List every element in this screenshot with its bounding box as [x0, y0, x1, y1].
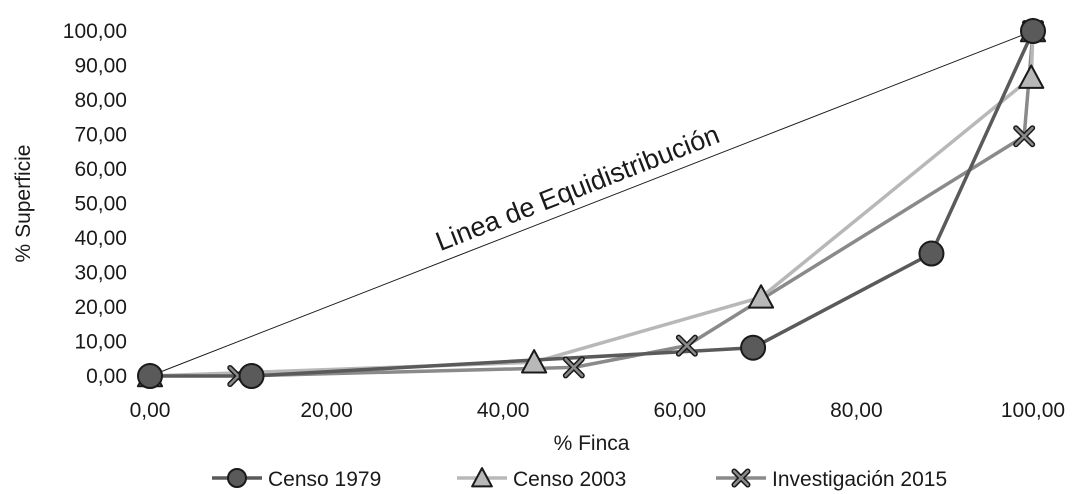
- x-tick-label: 100,00: [1001, 399, 1065, 422]
- series-markers: [137, 18, 1046, 389]
- data-point: [918, 240, 945, 267]
- y-tick-label: 0,00: [86, 365, 127, 388]
- legend-marker: [471, 467, 493, 488]
- x-axis-ticks: 0,00 20,00 40,00 60,00 80,00 100,00: [130, 399, 1066, 422]
- legend-label: Censo 1979: [268, 468, 381, 491]
- legend-item: Censo 1979: [212, 468, 381, 491]
- y-tick-label: 10,00: [74, 331, 127, 354]
- x-tick-label: 0,00: [130, 399, 171, 422]
- legend-label: Investigación 2015: [772, 468, 947, 491]
- y-tick-label: 20,00: [74, 296, 127, 319]
- data-point: [675, 334, 698, 357]
- legend: Censo 1979 Censo 2003 Investigación 2015: [212, 467, 947, 491]
- y-axis-title: % Superficie: [12, 145, 35, 263]
- x-tick-label: 20,00: [300, 399, 353, 422]
- series-markers: [227, 20, 1044, 387]
- equidistribution-line: [149, 30, 1034, 377]
- y-axis-ticks: 0,00 10,00 20,00 30,00 40,00 50,00 60,00 70,00 8…: [63, 20, 127, 388]
- x-axis-title: % Finca: [554, 432, 630, 455]
- legend-label: Censo 2003: [513, 468, 626, 491]
- series-investigaci-n-2015: [238, 30, 1035, 378]
- legend-marker: [731, 468, 751, 488]
- y-tick-label: 70,00: [74, 124, 127, 147]
- y-tick-label: 50,00: [74, 193, 127, 216]
- data-point: [1020, 18, 1046, 44]
- data-point: [238, 363, 265, 389]
- equidistribution-label: Linea de Equidistribución: [432, 119, 724, 257]
- data-point: [562, 356, 585, 379]
- legend-marker: [227, 468, 247, 488]
- series-line: [238, 30, 1035, 378]
- x-tick-label: 60,00: [654, 399, 707, 422]
- y-tick-label: 100,00: [63, 20, 127, 43]
- x-tick-label: 40,00: [477, 399, 530, 422]
- legend-item: Censo 2003: [457, 467, 626, 491]
- x-tick-label: 80,00: [830, 399, 883, 422]
- y-tick-label: 90,00: [74, 55, 127, 78]
- series-layer: [136, 17, 1047, 389]
- y-tick-label: 30,00: [74, 262, 127, 285]
- data-point: [1018, 64, 1045, 89]
- data-point: [137, 363, 163, 389]
- series-markers: [136, 17, 1047, 388]
- legend-item: Investigación 2015: [716, 468, 947, 491]
- data-point: [521, 349, 548, 374]
- data-point: [747, 284, 775, 309]
- data-point: [740, 334, 767, 361]
- y-tick-label: 80,00: [74, 89, 127, 112]
- y-tick-label: 40,00: [74, 227, 127, 250]
- y-tick-label: 60,00: [74, 158, 127, 181]
- data-point: [1013, 125, 1036, 148]
